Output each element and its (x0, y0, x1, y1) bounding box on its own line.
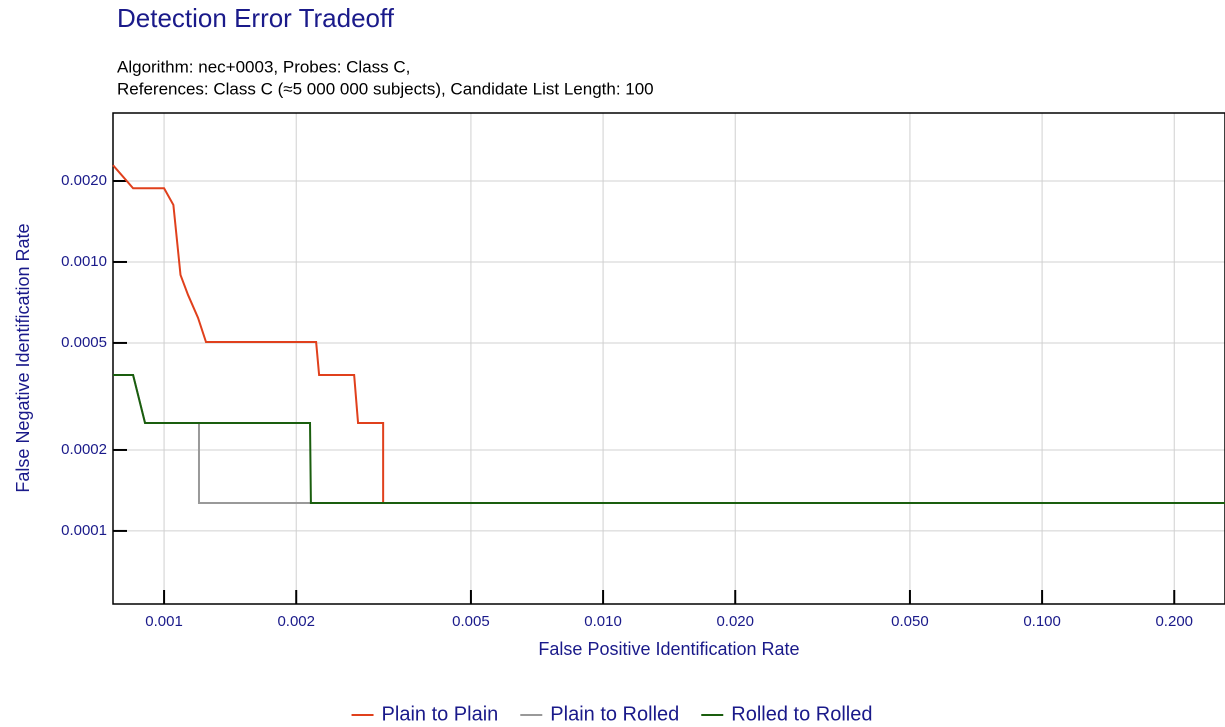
y-tick-label: 0.0010 (61, 253, 107, 270)
x-tick-label: 0.050 (891, 613, 929, 630)
x-tick-label: 0.020 (716, 613, 754, 630)
x-tick-label: 0.200 (1155, 613, 1193, 630)
plot-border (112, 112, 1225, 605)
x-tick-label: 0.001 (145, 613, 183, 630)
chart-subtitle: Algorithm: nec+0003, Probes: Class C, (117, 57, 410, 76)
x-tick-label: 0.005 (452, 613, 490, 630)
series-line (113, 373, 1225, 505)
x-tick-label: 0.100 (1023, 613, 1061, 630)
y-axis-label: False Negative Identification Rate (13, 223, 33, 492)
y-tick-label: 0.0001 (61, 522, 107, 539)
chart-subtitle: References: Class C (≈5 000 000 subjects… (117, 79, 654, 98)
series-line (112, 164, 1225, 505)
series-line (113, 373, 1225, 505)
legend-label: Plain to Rolled (550, 703, 679, 725)
x-tick-label: 0.002 (277, 613, 315, 630)
y-tick-label: 0.0005 (61, 334, 107, 351)
legend-label: Rolled to Rolled (731, 703, 872, 725)
legend-label: Plain to Plain (382, 703, 499, 725)
x-axis-label: False Positive Identification Rate (538, 639, 799, 659)
chart-title: Detection Error Tradeoff (117, 3, 395, 33)
x-tick-label: 0.010 (584, 613, 622, 630)
y-tick-label: 0.0002 (61, 441, 107, 458)
y-tick-label: 0.0020 (61, 172, 107, 189)
legend: Plain to Plain Plain to Rolled Rolled to R… (351, 703, 872, 725)
